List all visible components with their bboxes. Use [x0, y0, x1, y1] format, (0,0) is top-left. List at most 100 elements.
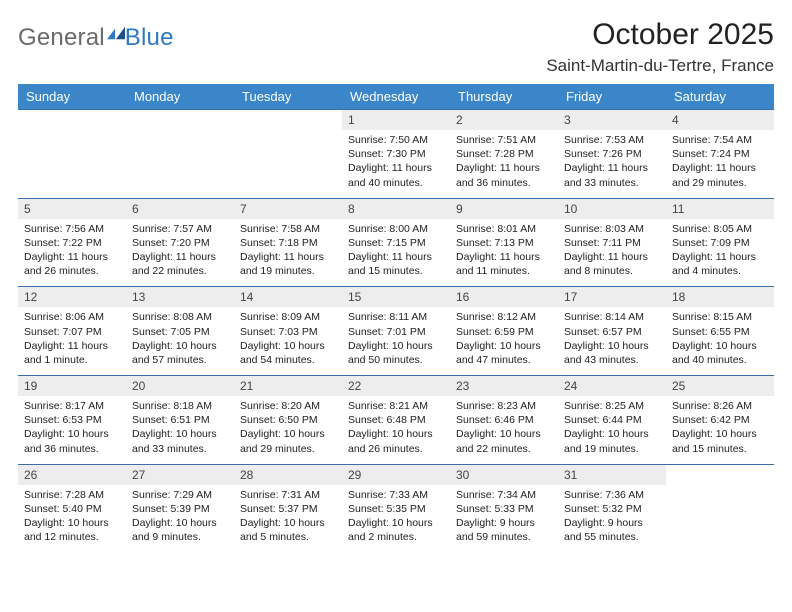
- day-details: Sunrise: 8:18 AMSunset: 6:51 PMDaylight:…: [126, 396, 234, 464]
- sunrise-line: Sunrise: 8:00 AM: [348, 222, 444, 236]
- day-cell: 22Sunrise: 8:21 AMSunset: 6:48 PMDayligh…: [342, 375, 450, 464]
- day-number: 24: [558, 376, 666, 396]
- day-cell: 30Sunrise: 7:34 AMSunset: 5:33 PMDayligh…: [450, 464, 558, 553]
- day-cell: 12Sunrise: 8:06 AMSunset: 7:07 PMDayligh…: [18, 286, 126, 375]
- day-number: 25: [666, 376, 774, 396]
- day-number: 15: [342, 287, 450, 307]
- sunset-line: Sunset: 7:24 PM: [672, 147, 768, 161]
- calendar-day-cell: 28Sunrise: 7:31 AMSunset: 5:37 PMDayligh…: [234, 464, 342, 553]
- day-details: Sunrise: 8:17 AMSunset: 6:53 PMDaylight:…: [18, 396, 126, 464]
- sunrise-line: Sunrise: 7:54 AM: [672, 133, 768, 147]
- daylight-line: Daylight: 10 hours and 22 minutes.: [456, 427, 552, 455]
- title-block: October 2025 Saint-Martin-du-Tertre, Fra…: [546, 18, 774, 76]
- sunrise-line: Sunrise: 7:29 AM: [132, 488, 228, 502]
- calendar-day-cell: 29Sunrise: 7:33 AMSunset: 5:35 PMDayligh…: [342, 464, 450, 553]
- daylight-line: Daylight: 10 hours and 54 minutes.: [240, 339, 336, 367]
- sunrise-line: Sunrise: 8:15 AM: [672, 310, 768, 324]
- sunset-line: Sunset: 7:20 PM: [132, 236, 228, 250]
- daylight-line: Daylight: 11 hours and 1 minute.: [24, 339, 120, 367]
- page-header: General Blue October 2025 Saint-Martin-d…: [18, 18, 774, 76]
- sunset-line: Sunset: 6:44 PM: [564, 413, 660, 427]
- day-details: Sunrise: 7:53 AMSunset: 7:26 PMDaylight:…: [558, 130, 666, 198]
- sunrise-line: Sunrise: 8:11 AM: [348, 310, 444, 324]
- daylight-line: Daylight: 11 hours and 40 minutes.: [348, 161, 444, 189]
- sunset-line: Sunset: 7:18 PM: [240, 236, 336, 250]
- sunset-line: Sunset: 7:26 PM: [564, 147, 660, 161]
- calendar-day-cell: 14Sunrise: 8:09 AMSunset: 7:03 PMDayligh…: [234, 286, 342, 375]
- sunset-line: Sunset: 5:39 PM: [132, 502, 228, 516]
- day-cell: 31Sunrise: 7:36 AMSunset: 5:32 PMDayligh…: [558, 464, 666, 553]
- sunset-line: Sunset: 7:15 PM: [348, 236, 444, 250]
- day-number: 28: [234, 465, 342, 485]
- weekday-header: Thursday: [450, 84, 558, 109]
- day-cell: 1Sunrise: 7:50 AMSunset: 7:30 PMDaylight…: [342, 109, 450, 198]
- day-number: 3: [558, 110, 666, 130]
- day-cell: 11Sunrise: 8:05 AMSunset: 7:09 PMDayligh…: [666, 198, 774, 287]
- weekday-header: Tuesday: [234, 84, 342, 109]
- sunset-line: Sunset: 6:42 PM: [672, 413, 768, 427]
- day-cell: 26Sunrise: 7:28 AMSunset: 5:40 PMDayligh…: [18, 464, 126, 553]
- calendar-day-cell: 17Sunrise: 8:14 AMSunset: 6:57 PMDayligh…: [558, 286, 666, 375]
- daylight-line: Daylight: 10 hours and 29 minutes.: [240, 427, 336, 455]
- day-details: Sunrise: 8:12 AMSunset: 6:59 PMDaylight:…: [450, 307, 558, 375]
- day-details: Sunrise: 7:31 AMSunset: 5:37 PMDaylight:…: [234, 485, 342, 553]
- sunset-line: Sunset: 7:28 PM: [456, 147, 552, 161]
- daylight-line: Daylight: 11 hours and 8 minutes.: [564, 250, 660, 278]
- daylight-line: Daylight: 10 hours and 36 minutes.: [24, 427, 120, 455]
- sunrise-line: Sunrise: 8:18 AM: [132, 399, 228, 413]
- weekday-header: Monday: [126, 84, 234, 109]
- calendar-day-cell: 4Sunrise: 7:54 AMSunset: 7:24 PMDaylight…: [666, 109, 774, 198]
- day-cell: 9Sunrise: 8:01 AMSunset: 7:13 PMDaylight…: [450, 198, 558, 287]
- day-cell: 21Sunrise: 8:20 AMSunset: 6:50 PMDayligh…: [234, 375, 342, 464]
- sunset-line: Sunset: 5:37 PM: [240, 502, 336, 516]
- sunrise-line: Sunrise: 8:01 AM: [456, 222, 552, 236]
- calendar-day-cell: ....: [18, 109, 126, 198]
- sunrise-line: Sunrise: 7:31 AM: [240, 488, 336, 502]
- calendar-day-cell: 30Sunrise: 7:34 AMSunset: 5:33 PMDayligh…: [450, 464, 558, 553]
- calendar-week-row: 5Sunrise: 7:56 AMSunset: 7:22 PMDaylight…: [18, 198, 774, 287]
- calendar-day-cell: 20Sunrise: 8:18 AMSunset: 6:51 PMDayligh…: [126, 375, 234, 464]
- day-details: Sunrise: 7:50 AMSunset: 7:30 PMDaylight:…: [342, 130, 450, 198]
- daylight-line: Daylight: 10 hours and 33 minutes.: [132, 427, 228, 455]
- day-cell: 25Sunrise: 8:26 AMSunset: 6:42 PMDayligh…: [666, 375, 774, 464]
- daylight-line: Daylight: 10 hours and 40 minutes.: [672, 339, 768, 367]
- calendar-day-cell: 15Sunrise: 8:11 AMSunset: 7:01 PMDayligh…: [342, 286, 450, 375]
- daylight-line: Daylight: 11 hours and 11 minutes.: [456, 250, 552, 278]
- weekday-header: Wednesday: [342, 84, 450, 109]
- day-number: 27: [126, 465, 234, 485]
- weekday-header: Saturday: [666, 84, 774, 109]
- sunset-line: Sunset: 5:33 PM: [456, 502, 552, 516]
- day-cell: 29Sunrise: 7:33 AMSunset: 5:35 PMDayligh…: [342, 464, 450, 553]
- calendar-day-cell: 3Sunrise: 7:53 AMSunset: 7:26 PMDaylight…: [558, 109, 666, 198]
- day-details: Sunrise: 8:00 AMSunset: 7:15 PMDaylight:…: [342, 219, 450, 287]
- calendar-head: SundayMondayTuesdayWednesdayThursdayFrid…: [18, 84, 774, 109]
- empty-day: ....: [234, 109, 342, 195]
- daylight-line: Daylight: 11 hours and 26 minutes.: [24, 250, 120, 278]
- day-cell: 24Sunrise: 8:25 AMSunset: 6:44 PMDayligh…: [558, 375, 666, 464]
- sunset-line: Sunset: 7:09 PM: [672, 236, 768, 250]
- page-title: October 2025: [546, 18, 774, 52]
- sunrise-line: Sunrise: 7:33 AM: [348, 488, 444, 502]
- sunrise-line: Sunrise: 7:57 AM: [132, 222, 228, 236]
- day-details: Sunrise: 8:23 AMSunset: 6:46 PMDaylight:…: [450, 396, 558, 464]
- sunrise-line: Sunrise: 8:09 AM: [240, 310, 336, 324]
- calendar-day-cell: ....: [234, 109, 342, 198]
- day-number: 21: [234, 376, 342, 396]
- sunrise-line: Sunrise: 7:28 AM: [24, 488, 120, 502]
- daylight-line: Daylight: 10 hours and 2 minutes.: [348, 516, 444, 544]
- day-number: 18: [666, 287, 774, 307]
- day-number: 9: [450, 199, 558, 219]
- sunrise-line: Sunrise: 8:23 AM: [456, 399, 552, 413]
- sunrise-line: Sunrise: 7:53 AM: [564, 133, 660, 147]
- day-number: 31: [558, 465, 666, 485]
- calendar-day-cell: 24Sunrise: 8:25 AMSunset: 6:44 PMDayligh…: [558, 375, 666, 464]
- sunrise-line: Sunrise: 7:58 AM: [240, 222, 336, 236]
- sunset-line: Sunset: 7:22 PM: [24, 236, 120, 250]
- brand-part1: General: [18, 24, 105, 52]
- day-number: 13: [126, 287, 234, 307]
- day-number: 2: [450, 110, 558, 130]
- calendar-day-cell: 11Sunrise: 8:05 AMSunset: 7:09 PMDayligh…: [666, 198, 774, 287]
- sunset-line: Sunset: 6:51 PM: [132, 413, 228, 427]
- daylight-line: Daylight: 11 hours and 15 minutes.: [348, 250, 444, 278]
- daylight-line: Daylight: 10 hours and 9 minutes.: [132, 516, 228, 544]
